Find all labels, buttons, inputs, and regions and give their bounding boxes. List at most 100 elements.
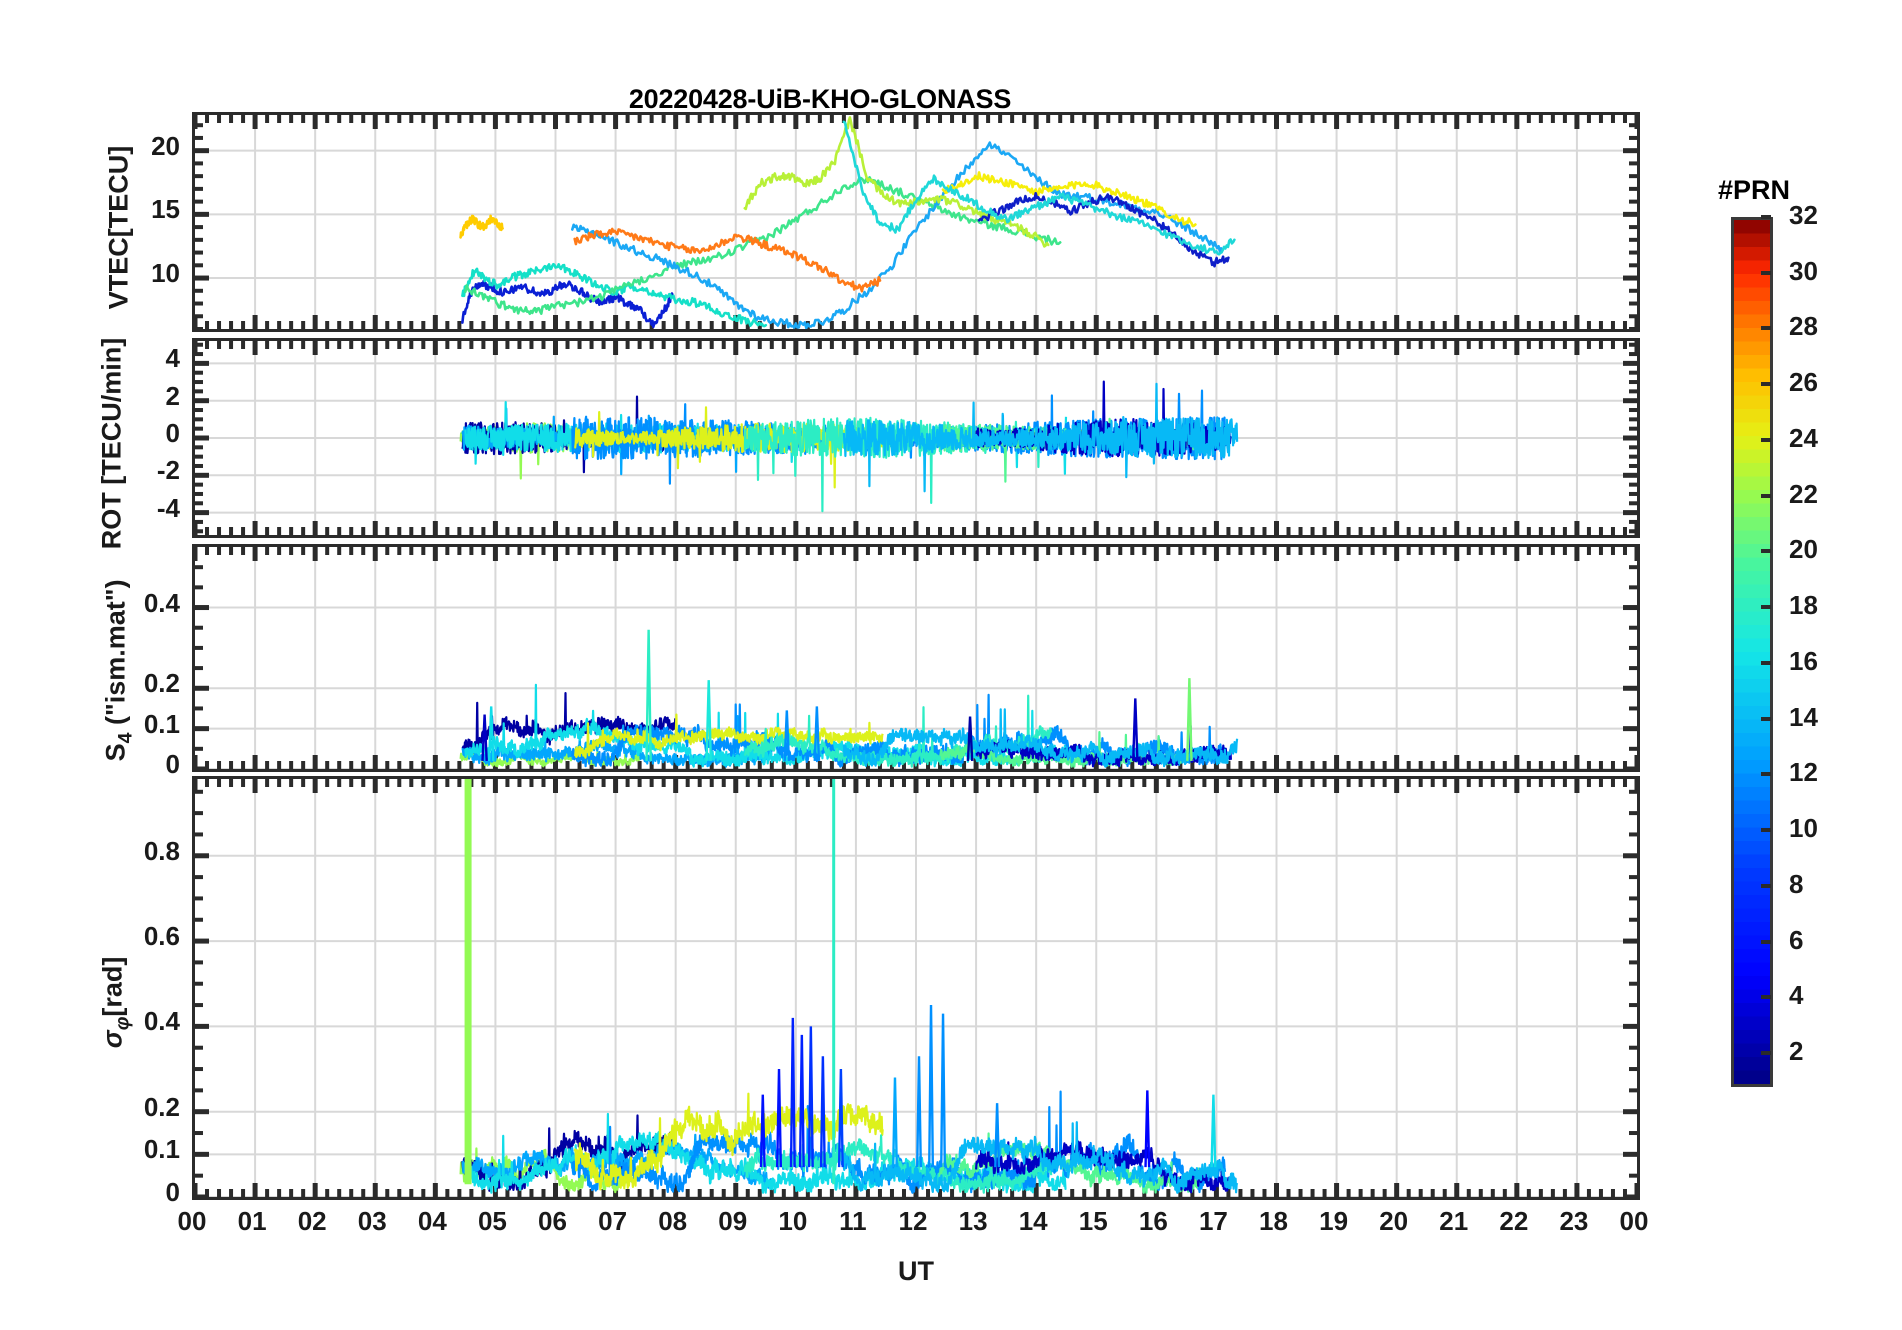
p4-ytick-label: 0.2 — [143, 1091, 180, 1122]
colorbar-tick-label: 12 — [1789, 757, 1818, 788]
p2-ytick-label: -4 — [156, 492, 180, 523]
colorbar-tick — [1761, 493, 1771, 498]
x-tick-label: 05 — [477, 1206, 507, 1236]
sigma-phi-spike-prn-13 — [891, 1077, 898, 1168]
colorbar-tick — [1761, 1051, 1771, 1056]
s4-spike-prn-12 — [813, 706, 821, 761]
sigma-phi-spike-prn-6 — [759, 1094, 766, 1168]
colorbar-swatch — [1734, 544, 1770, 559]
p4-trace-prn-18 — [743, 1134, 1053, 1194]
sigma-phi-spike-prn-7 — [789, 1017, 796, 1168]
x-tick-label: 17 — [1198, 1206, 1228, 1236]
colorbar-swatch — [1734, 274, 1770, 289]
p4-trace-prn-14 — [842, 1121, 1239, 1194]
p2-ytick-label: 4 — [165, 343, 180, 374]
colorbar-tick-label: 28 — [1789, 311, 1818, 342]
colorbar-swatch — [1734, 355, 1770, 370]
colorbar-swatch — [1734, 1057, 1770, 1072]
colorbar-tick — [1761, 828, 1771, 833]
colorbar-tick-label: 6 — [1789, 924, 1804, 955]
colorbar-swatch — [1734, 314, 1770, 329]
colorbar-tick — [1761, 549, 1771, 554]
p4-trace-prn-24 — [573, 1092, 884, 1191]
s4-spike-prn-3 — [1132, 698, 1139, 761]
panel-rot — [192, 338, 1640, 538]
x-tick-label: 15 — [1078, 1206, 1108, 1236]
sigma-phi-spike-prn-7 — [798, 1034, 805, 1168]
p1-ytick-label: 15 — [151, 194, 180, 225]
colorbar-swatch — [1734, 719, 1770, 734]
colorbar-tick — [1761, 660, 1771, 665]
colorbar-swatch — [1734, 287, 1770, 302]
p3-ytick-label: 0.2 — [143, 668, 180, 699]
colorbar-swatch — [1734, 1003, 1770, 1018]
sigma-phi-spike-prn-9 — [837, 1069, 844, 1168]
s4-spike-prn-12 — [783, 710, 791, 761]
x-tick-label: 09 — [718, 1206, 748, 1236]
p2-trace-prn-24 — [573, 406, 884, 489]
vtec-trace-prn-14 — [842, 120, 1236, 256]
colorbar-swatch — [1734, 679, 1770, 694]
colorbar-swatch — [1734, 638, 1770, 653]
x-tick-label: 00 — [1619, 1206, 1649, 1236]
colorbar-tick — [1761, 716, 1771, 721]
p2-ytick-label: 2 — [165, 380, 180, 411]
colorbar-swatch — [1734, 368, 1770, 383]
p4-ytick-label: 0.4 — [143, 1006, 180, 1037]
x-tick-label: 07 — [598, 1206, 628, 1236]
colorbar[interactable] — [1731, 217, 1773, 1087]
colorbar-swatch — [1734, 665, 1770, 680]
vtec-trace-prn-18 — [743, 116, 1050, 248]
sigma-phi-spike-prn-12 — [940, 1013, 947, 1168]
colorbar-swatch — [1734, 395, 1770, 410]
colorbar-swatch — [1734, 935, 1770, 950]
colorbar-tick — [1761, 605, 1771, 610]
colorbar-swatch — [1734, 571, 1770, 586]
colorbar-tick — [1761, 883, 1771, 888]
x-tick-label: 00 — [177, 1206, 207, 1236]
x-tick-label: 16 — [1138, 1206, 1168, 1236]
x-tick-label: 18 — [1259, 1206, 1288, 1236]
colorbar-swatch — [1734, 895, 1770, 910]
colorbar-swatch — [1734, 1070, 1770, 1085]
colorbar-tick-label: 22 — [1789, 478, 1818, 509]
colorbar-swatch — [1734, 557, 1770, 572]
colorbar-swatch — [1734, 490, 1770, 505]
p2-ytick-label: 0 — [165, 418, 180, 448]
x-tick-label: 08 — [658, 1206, 688, 1236]
colorbar-swatch — [1734, 949, 1770, 964]
colorbar-tick — [1761, 382, 1771, 387]
p4-ytick-label: 0.6 — [143, 921, 180, 952]
p3-trace-prn-24 — [573, 713, 884, 759]
x-tick-label: 13 — [958, 1206, 988, 1236]
colorbar-tick — [1761, 215, 1771, 219]
p1-ytick-label: 20 — [151, 130, 180, 161]
colorbar-tick — [1761, 772, 1771, 777]
colorbar-tick-label: 30 — [1789, 255, 1818, 286]
vtec-trace-prn-13 — [461, 262, 768, 328]
colorbar-swatch — [1734, 328, 1770, 343]
colorbar-title: #PRN — [1718, 175, 1791, 205]
sigma-phi-spike-prn-5 — [1144, 1090, 1151, 1168]
colorbar-tick-label: 10 — [1789, 813, 1818, 844]
colorbar-swatch — [1734, 1030, 1770, 1045]
s4-spike-prn-17 — [705, 680, 713, 761]
colorbar-swatch — [1734, 962, 1770, 977]
s4-spike-prn-3 — [481, 714, 488, 761]
colorbar-swatch — [1734, 760, 1770, 775]
p2-trace-prn-14 — [842, 382, 1239, 493]
colorbar-tick-label: 8 — [1789, 868, 1804, 899]
colorbar-swatch — [1734, 517, 1770, 532]
p2-ytick-label: -2 — [156, 455, 180, 486]
page-title: 20220428-UiB-KHO-GLONASS — [628, 84, 1012, 114]
p3-ytick-label: 0 — [165, 749, 180, 779]
colorbar-swatch — [1734, 530, 1770, 545]
x-tick-label: 04 — [417, 1206, 447, 1236]
colorbar-swatch — [1734, 409, 1770, 424]
s4-spike-prn-18 — [645, 629, 652, 761]
colorbar-tick-label: 4 — [1789, 980, 1804, 1011]
sigma-phi-spike-prn-16 — [1210, 1094, 1217, 1168]
colorbar-swatch — [1734, 584, 1770, 599]
sigma-phi-spike-prn-12 — [994, 1103, 1001, 1168]
p1-ytick-label: 10 — [151, 258, 180, 289]
